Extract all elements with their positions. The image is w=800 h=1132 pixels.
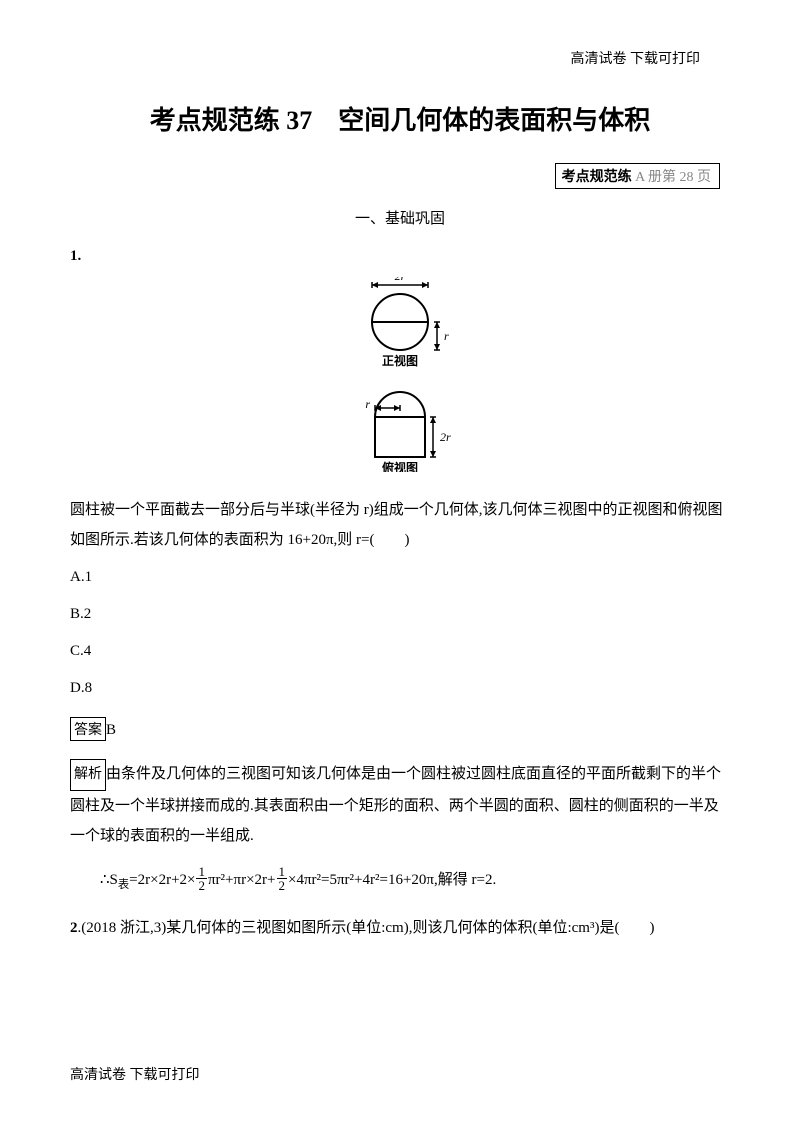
formula: ∴S表=2r×2r+2×12πr²+πr×2r+12×4πr²=5πr²+4r²… — [100, 867, 730, 895]
formula-prefix: ∴S — [100, 872, 118, 888]
question-2-number: 2 — [70, 920, 78, 936]
question-1-figure: 2r r 正视图 r 2r — [70, 277, 730, 477]
answer-value: B — [106, 722, 116, 738]
option-a: A.1 — [70, 569, 730, 586]
fraction-half-1: 12 — [196, 865, 207, 892]
question-2-text: .(2018 浙江,3)某几何体的三视图如图所示(单位:cm),则该几何体的体积… — [78, 920, 655, 936]
formula-p2: πr²+πr×2r+ — [208, 872, 276, 888]
option-d: D.8 — [70, 680, 730, 697]
explain-label: 解析 — [70, 759, 106, 791]
question-2-stem: 2.(2018 浙江,3)某几何体的三视图如图所示(单位:cm),则该几何体的体… — [70, 913, 730, 943]
formula-sub: 表 — [118, 879, 129, 891]
svg-text:r: r — [365, 397, 370, 411]
explain-text: 由条件及几何体的三视图可知该几何体是由一个圆柱被过圆柱底面直径的平面所截剩下的半… — [70, 766, 721, 844]
svg-text:2r: 2r — [395, 277, 406, 283]
reference-badge: 考点规范练 A 册第 28 页 — [555, 163, 720, 189]
page-title: 考点规范练 37 空间几何体的表面积与体积 — [70, 100, 730, 137]
answer-line: 答案B — [70, 717, 730, 741]
header-right: 高清试卷 下载可打印 — [571, 48, 701, 68]
badge-page: A 册第 28 页 — [632, 170, 711, 185]
svg-text:r: r — [444, 329, 449, 343]
figure-caption-top: 正视图 — [382, 353, 418, 368]
answer-label: 答案 — [70, 717, 106, 741]
formula-p1: =2r×2r+2× — [129, 872, 195, 888]
option-b: B.2 — [70, 606, 730, 623]
badge-prefix: 考点规范练 — [562, 170, 632, 185]
option-c: C.4 — [70, 643, 730, 660]
formula-p3: ×4πr²=5πr²+4r²=16+20π,解得 r=2. — [288, 872, 496, 888]
fraction-half-2: 12 — [277, 865, 288, 892]
figure-caption-bottom: 俯视图 — [382, 460, 418, 472]
explanation: 解析由条件及几何体的三视图可知该几何体是由一个圆柱被过圆柱底面直径的平面所截剩下… — [70, 759, 730, 851]
question-1-number: 1. — [70, 248, 730, 265]
section-heading: 一、基础巩固 — [70, 207, 730, 228]
footer-left: 高清试卷 下载可打印 — [70, 1064, 200, 1084]
badge-row: 考点规范练 A 册第 28 页 — [70, 163, 730, 189]
question-1-stem: 圆柱被一个平面截去一部分后与半球(半径为 r)组成一个几何体,该几何体三视图中的… — [70, 495, 730, 555]
svg-text:2r: 2r — [440, 430, 451, 444]
